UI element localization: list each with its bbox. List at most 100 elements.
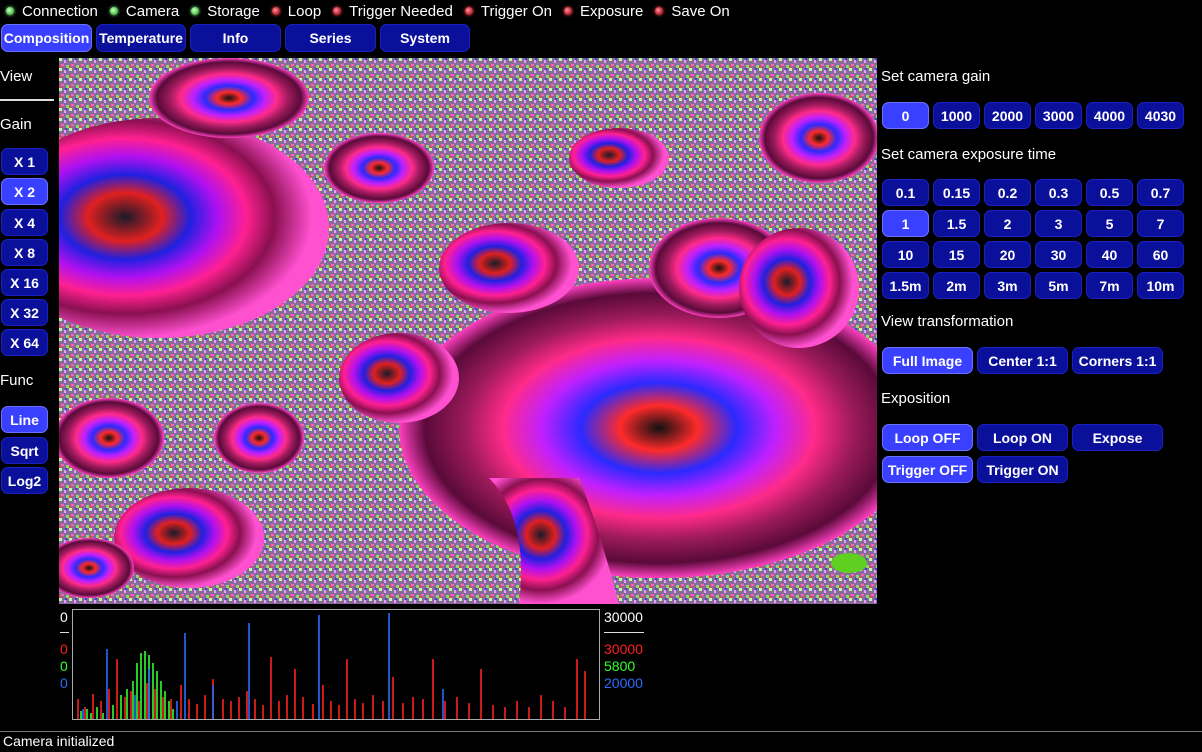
gain-x1-button[interactable]: X 1 (1, 148, 48, 175)
exposure-value-button[interactable]: 0.2 (984, 179, 1031, 206)
gain-x4-button[interactable]: X 4 (1, 209, 48, 236)
status-trigger-needed: Trigger Needed (333, 3, 453, 20)
gain-value-button[interactable]: 2000 (984, 102, 1031, 129)
trigger-on-button[interactable]: Trigger ON (977, 456, 1068, 483)
gain-x64-button[interactable]: X 64 (1, 329, 48, 356)
status-indicator-icon (6, 7, 14, 15)
exposure-value-button[interactable]: 3m (984, 272, 1031, 299)
status-connection: Connection (6, 3, 98, 20)
exposure-value-button[interactable]: 40 (1086, 241, 1133, 268)
tab-system[interactable]: System (380, 24, 470, 52)
loop-off-button[interactable]: Loop OFF (882, 424, 973, 451)
status-label: Storage (207, 2, 260, 20)
exposure-value-button[interactable]: 2 (984, 210, 1031, 237)
exposition-title: Exposition (881, 390, 951, 407)
full-image-button[interactable]: Full Image (882, 347, 973, 374)
hist-left-green: 0 (60, 658, 68, 674)
expose-button[interactable]: Expose (1072, 424, 1163, 451)
gain-title: Set camera gain (881, 68, 991, 85)
exposure-value-button[interactable]: 1.5m (882, 272, 929, 299)
status-indicator-icon (109, 7, 118, 15)
corners-1-1-button[interactable]: Corners 1:1 (1072, 347, 1163, 374)
exposure-value-button[interactable]: 7m (1086, 272, 1133, 299)
exposure-value-button[interactable]: 3 (1035, 210, 1082, 237)
tab-composition[interactable]: Composition (1, 24, 92, 52)
exposure-value-button[interactable]: 5 (1086, 210, 1133, 237)
func-label: Func (0, 372, 34, 389)
exposure-value-button[interactable]: 0.15 (933, 179, 980, 206)
gain-value-button[interactable]: 0 (882, 102, 929, 129)
status-storage: Storage (191, 3, 260, 20)
status-indicator-icon (191, 7, 200, 15)
func-log2-button[interactable]: Log2 (1, 467, 48, 494)
status-indicator-icon (655, 7, 664, 15)
status-label: Camera (125, 2, 180, 20)
view-transformation-title: View transformation (881, 313, 1014, 330)
status-label: Save On (671, 2, 730, 20)
status-bar: Connection Camera Storage Loop Trigger Neede… (0, 0, 736, 22)
hist-left-blue: 0 (60, 675, 68, 691)
exposure-value-button[interactable]: 0.5 (1086, 179, 1133, 206)
exposure-value-button[interactable]: 20 (984, 241, 1031, 268)
gain-value-button[interactable]: 4030 (1137, 102, 1184, 129)
view-label: View (0, 68, 33, 85)
status-label: Connection (22, 2, 98, 20)
tab-series[interactable]: Series (285, 24, 376, 52)
status-label: Exposure (579, 2, 644, 20)
exposure-value-button[interactable]: 1.5 (933, 210, 980, 237)
footer-divider (0, 731, 1202, 732)
center-1-1-button[interactable]: Center 1:1 (977, 347, 1068, 374)
exposure-value-button[interactable]: 5m (1035, 272, 1082, 299)
exposure-value-button[interactable]: 10 (882, 241, 929, 268)
exposure-title: Set camera exposure time (881, 146, 1057, 163)
gain-x2-button[interactable]: X 2 (1, 178, 48, 205)
status-indicator-icon (271, 7, 280, 15)
tab-info[interactable]: Info (190, 24, 281, 52)
histogram-bars (77, 613, 586, 719)
gain-value-button[interactable]: 1000 (933, 102, 980, 129)
exposure-value-button[interactable]: 1 (882, 210, 929, 237)
exposure-value-button[interactable]: 0.7 (1137, 179, 1184, 206)
gain-x32-button[interactable]: X 32 (1, 299, 48, 326)
status-label: Loop (287, 2, 322, 20)
hist-right-green: 5800 (604, 658, 636, 674)
status-indicator-icon (563, 7, 572, 15)
status-trigger-on: Trigger On (464, 2, 552, 20)
status-camera: Camera (109, 2, 180, 20)
view-divider (0, 99, 54, 101)
exposure-value-button[interactable]: 15 (933, 241, 980, 268)
status-message: Camera initialized (3, 733, 115, 749)
gain-label: Gain (0, 116, 32, 133)
status-save-on: Save On (655, 2, 730, 20)
gain-value-button[interactable]: 4000 (1086, 102, 1133, 129)
hist-right-red: 30000 (604, 641, 643, 657)
hist-left-top: 0 (60, 609, 68, 625)
status-indicator-icon (464, 7, 473, 15)
exposure-value-button[interactable]: 0.3 (1035, 179, 1082, 206)
hist-left-red: 0 (60, 641, 68, 657)
func-line-button[interactable]: Line (1, 406, 48, 433)
status-label: Trigger Needed (349, 2, 453, 20)
hist-right-divider (604, 632, 644, 633)
tab-temperature[interactable]: Temperature (96, 24, 186, 52)
trigger-off-button[interactable]: Trigger OFF (882, 456, 973, 483)
exposure-value-button[interactable]: 60 (1137, 241, 1184, 268)
status-label: Trigger On (480, 2, 552, 20)
exposure-value-button[interactable]: 30 (1035, 241, 1082, 268)
gain-x16-button[interactable]: X 16 (1, 269, 48, 296)
gain-x8-button[interactable]: X 8 (1, 239, 48, 266)
camera-image-view[interactable] (59, 58, 877, 604)
hist-right-blue: 20000 (604, 675, 643, 691)
loop-on-button[interactable]: Loop ON (977, 424, 1068, 451)
exposure-value-button[interactable]: 7 (1137, 210, 1184, 237)
status-exposure: Exposure (563, 2, 644, 20)
exposure-value-button[interactable]: 10m (1137, 272, 1184, 299)
status-indicator-icon (333, 7, 342, 15)
histogram-chart (72, 609, 600, 720)
gain-value-button[interactable]: 3000 (1035, 102, 1082, 129)
hist-right-top: 30000 (604, 609, 643, 625)
exposure-value-button[interactable]: 0.1 (882, 179, 929, 206)
exposure-value-button[interactable]: 2m (933, 272, 980, 299)
status-loop: Loop (271, 2, 322, 20)
func-sqrt-button[interactable]: Sqrt (1, 437, 48, 464)
